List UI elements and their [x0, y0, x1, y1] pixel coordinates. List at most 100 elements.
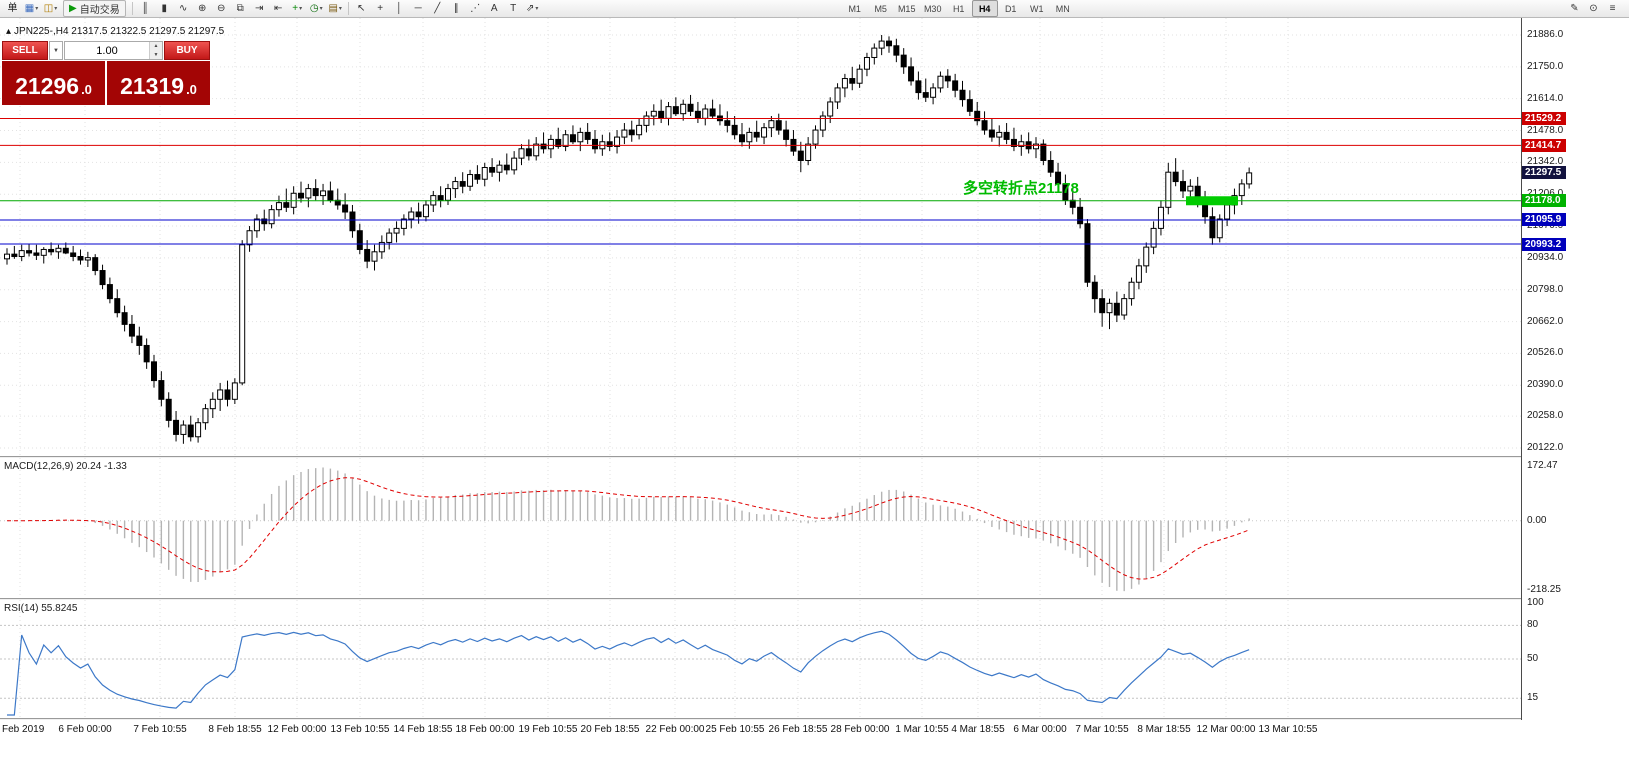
sell-button[interactable]: SELL [2, 41, 48, 60]
fibonacci-icon[interactable]: ⋰ [467, 0, 484, 17]
volume-field: ▲ ▼ [64, 41, 163, 60]
profiles-icon[interactable]: ◫ ▾ [42, 0, 59, 17]
macd-axis-label: 0.00 [1527, 514, 1547, 526]
trendline-icon: ╱ [434, 2, 441, 14]
time-axis-label: 4 Mar 18:55 [951, 724, 1005, 735]
tile-windows-icon[interactable]: ⧉ [232, 0, 249, 17]
new-order-icon: 单 [7, 2, 18, 14]
timeframe-m5[interactable]: M5 [874, 3, 887, 14]
chevron-down-icon: ▼ [150, 50, 162, 59]
price-tag: 21529.2 [1522, 112, 1567, 126]
text-icon: A [490, 2, 498, 14]
price-axis-label: 20122.0 [1527, 442, 1564, 453]
chart-shift-icon[interactable]: ⇤ [270, 0, 287, 17]
rsi-indicator-panel[interactable] [0, 600, 1521, 718]
rsi-axis-label: 100 [1527, 597, 1544, 608]
time-axis-label: 19 Feb 10:55 [518, 724, 578, 735]
indicators-icon[interactable]: + ▾ [289, 0, 306, 17]
time-axis-label: Feb 2019 [2, 724, 45, 735]
chart-annotation-text: 多空转折点21178 [963, 180, 1079, 197]
new-order-icon[interactable]: 单 [4, 0, 21, 17]
chevron-down-icon: ▾ [319, 5, 323, 12]
time-axis[interactable]: Feb 2019 6 Feb 00:00 7 Feb 10:55 8 Feb 18:5… [0, 720, 1521, 766]
arrows-icon[interactable]: ⇗ ▾ [524, 0, 541, 17]
bar-chart-icon: ║ [141, 2, 149, 14]
horizontal-line-icon[interactable]: ─ [410, 0, 427, 17]
text-icon[interactable]: A [486, 0, 503, 17]
time-axis-label: 6 Feb 00:00 [58, 724, 112, 735]
periods-icon[interactable]: ◷ ▾ [308, 0, 325, 17]
cursor-icon[interactable]: ↖ [353, 0, 370, 17]
cursor-icon: ↖ [357, 2, 366, 14]
buy-button[interactable]: BUY [164, 41, 210, 60]
price-axis-label: 21206.0 [1527, 188, 1563, 199]
candlestick-icon: ▮ [161, 2, 167, 14]
zoom-out-icon: ⊖ [217, 2, 226, 14]
volume-dropdown[interactable]: ▼ [49, 41, 63, 60]
time-axis-label: 8 Mar 18:55 [1137, 724, 1191, 735]
main-price-chart[interactable] [0, 18, 1521, 456]
edit-icon[interactable]: ✎ [1566, 0, 1583, 17]
channel-icon[interactable]: ∥ [448, 0, 465, 17]
macd-axis-label: 172.47 [1527, 460, 1558, 471]
autotrading-button[interactable]: ▶ 自动交易 [63, 0, 126, 17]
price-axis[interactable]: 21886.0 21750.0 21614.0 21478.0 21342.0 21206… [1521, 18, 1629, 720]
price-axis-label: 21478.0 [1527, 124, 1564, 136]
auto-scroll-icon[interactable]: ⇥ [251, 0, 268, 17]
time-axis-label: 6 Mar 00:00 [1013, 724, 1067, 735]
sell-price-display[interactable]: 21296 .0 [2, 61, 105, 105]
timeframe-m30[interactable]: M30 [923, 3, 942, 14]
price-tag: 21297.5 [1522, 166, 1567, 180]
timeframe-h1[interactable]: H1 [952, 3, 965, 14]
buy-price-display[interactable]: 21319 .0 [107, 61, 210, 105]
time-axis-label: 7 Feb 10:55 [133, 724, 187, 735]
charts-icon[interactable]: ▦ ▾ [23, 0, 40, 17]
toolbar-right-icons: ✎ ⊙ ≡ [1565, 0, 1622, 17]
time-axis-label: 26 Feb 18:55 [768, 724, 828, 735]
volume-input[interactable] [65, 42, 149, 59]
price-axis-label: 20934.0 [1527, 251, 1564, 263]
price-axis-label: 20390.0 [1527, 379, 1564, 391]
edit-icon: ✎ [1570, 2, 1579, 14]
timeframe-m15[interactable]: M15 [897, 3, 916, 14]
timeframe-w1[interactable]: W1 [1029, 3, 1044, 14]
candlestick-icon[interactable]: ▮ [156, 0, 173, 17]
timeframe-m1[interactable]: M1 [848, 3, 861, 14]
templates-icon: ▤ [328, 2, 338, 14]
chart-shift-icon: ⇤ [274, 2, 283, 14]
price-tag: 20993.2 [1522, 237, 1567, 251]
search-icon[interactable]: ⊙ [1585, 0, 1602, 17]
vertical-line-icon[interactable]: │ [391, 0, 408, 17]
menu-icon[interactable]: ≡ [1604, 0, 1621, 17]
zoom-in-icon[interactable]: ⊕ [194, 0, 211, 17]
line-chart-icon[interactable]: ∿ [175, 0, 192, 17]
price-axis-label: 20798.0 [1527, 283, 1564, 295]
crosshair-icon[interactable]: + [372, 0, 389, 17]
macd-label: MACD(12,26,9) 20.24 -1.33 [4, 461, 127, 472]
panel-separator[interactable] [0, 598, 1629, 600]
time-axis-label: 25 Feb 10:55 [705, 724, 765, 735]
volume-stepper[interactable]: ▲ ▼ [149, 42, 162, 59]
time-axis-label: 1 Mar 10:55 [895, 724, 949, 735]
bar-chart-icon[interactable]: ║ [137, 0, 154, 17]
panel-separator[interactable] [0, 718, 1629, 720]
timeframe-h4[interactable]: H4 [971, 0, 998, 17]
label-icon[interactable]: T [505, 0, 522, 17]
panel-separator[interactable] [0, 456, 1629, 458]
chevron-down-icon: ▾ [535, 5, 539, 12]
indicators-icon: + [292, 2, 299, 14]
trendline-icon[interactable]: ╱ [429, 0, 446, 17]
sell-price-main: 21296 [15, 73, 80, 99]
fibonacci-icon: ⋰ [470, 2, 481, 14]
symbol-flag-icon: ▴ [6, 26, 12, 37]
one-click-trading-panel: SELL ▼ ▲ ▼ BUY 21296 .0 21319 .0 [2, 41, 210, 105]
timeframe-mn[interactable]: MN [1055, 3, 1070, 14]
price-tag: 21095.9 [1522, 213, 1567, 227]
channel-icon: ∥ [453, 2, 459, 14]
timeframe-d1[interactable]: D1 [1004, 3, 1017, 14]
zoom-out-icon[interactable]: ⊖ [213, 0, 230, 17]
rsi-axis-label: 15 [1527, 692, 1539, 704]
macd-indicator-panel[interactable] [0, 458, 1521, 598]
templates-icon[interactable]: ▤ ▾ [327, 0, 344, 17]
price-axis-label: 21886.0 [1527, 29, 1564, 40]
